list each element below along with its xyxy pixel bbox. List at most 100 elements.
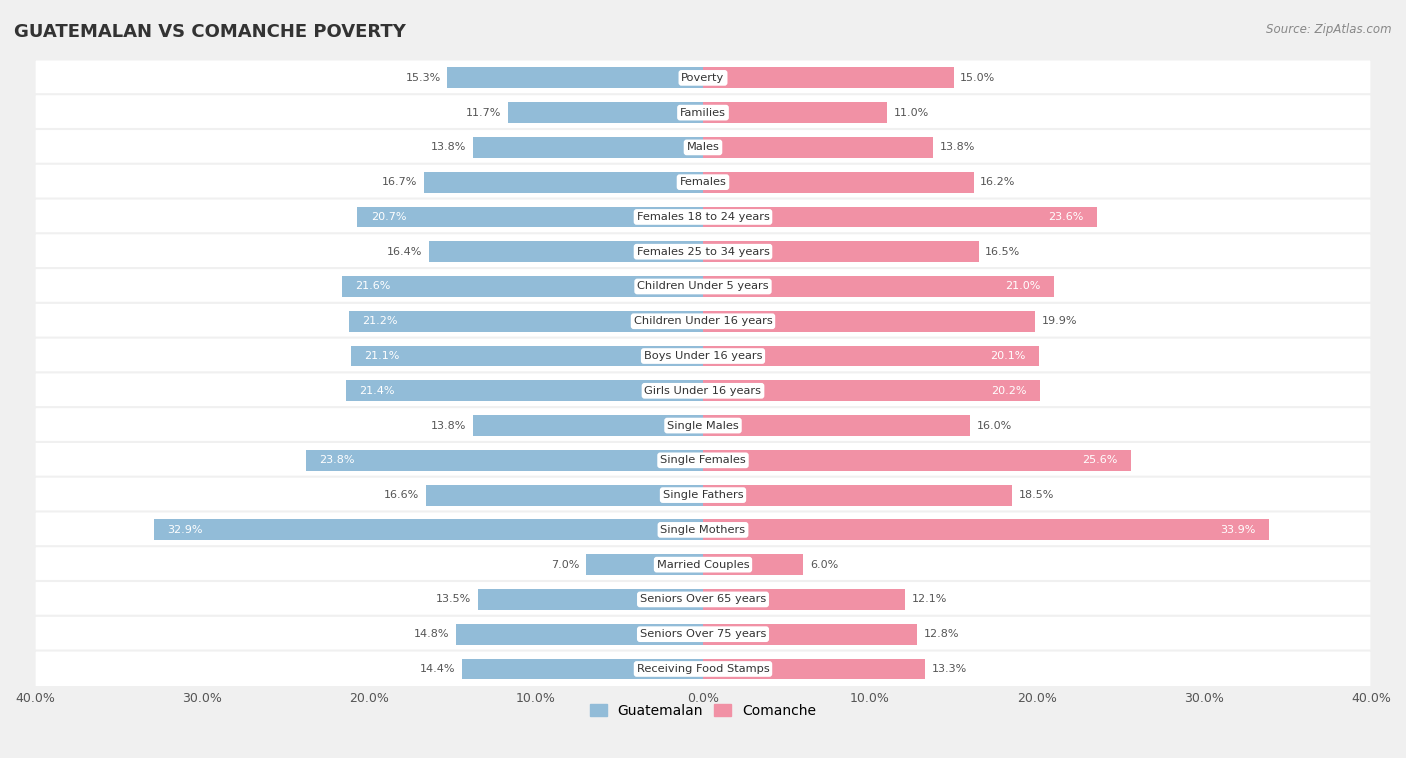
Bar (472, 137, 703, 158)
Bar (350, 346, 703, 366)
Text: 16.7%: 16.7% (382, 177, 418, 187)
Text: 16.5%: 16.5% (986, 246, 1021, 257)
Bar (703, 102, 887, 123)
Bar (463, 659, 703, 679)
Text: 20.2%: 20.2% (991, 386, 1026, 396)
Text: 13.8%: 13.8% (430, 421, 465, 431)
Text: 18.5%: 18.5% (1019, 490, 1054, 500)
Bar (703, 659, 925, 679)
FancyBboxPatch shape (35, 129, 1371, 166)
FancyBboxPatch shape (35, 372, 1371, 409)
Text: 25.6%: 25.6% (1081, 456, 1118, 465)
Bar (425, 172, 703, 193)
FancyBboxPatch shape (35, 199, 1371, 236)
Text: Females 25 to 34 years: Females 25 to 34 years (637, 246, 769, 257)
Text: 23.8%: 23.8% (319, 456, 354, 465)
Text: 23.6%: 23.6% (1049, 212, 1084, 222)
Text: 32.9%: 32.9% (167, 525, 202, 535)
Bar (447, 67, 703, 88)
Bar (703, 206, 1097, 227)
Bar (703, 276, 1053, 297)
Bar (153, 519, 703, 540)
Bar (429, 241, 703, 262)
Bar (703, 554, 803, 575)
Text: Receiving Food Stamps: Receiving Food Stamps (637, 664, 769, 674)
Bar (703, 519, 1270, 540)
Text: Boys Under 16 years: Boys Under 16 years (644, 351, 762, 361)
Text: 13.3%: 13.3% (932, 664, 967, 674)
Text: 6.0%: 6.0% (810, 559, 838, 570)
FancyBboxPatch shape (35, 94, 1371, 131)
FancyBboxPatch shape (35, 59, 1371, 96)
Text: Children Under 5 years: Children Under 5 years (637, 281, 769, 292)
Bar (703, 311, 1035, 332)
FancyBboxPatch shape (35, 477, 1371, 513)
Bar (508, 102, 703, 123)
Text: 16.4%: 16.4% (387, 246, 422, 257)
Bar (703, 346, 1039, 366)
FancyBboxPatch shape (35, 547, 1371, 583)
Text: Females: Females (679, 177, 727, 187)
FancyBboxPatch shape (35, 268, 1371, 305)
Legend: Guatemalan, Comanche: Guatemalan, Comanche (585, 698, 821, 723)
Bar (342, 276, 703, 297)
FancyBboxPatch shape (35, 407, 1371, 444)
Bar (472, 415, 703, 436)
Text: 14.4%: 14.4% (420, 664, 456, 674)
FancyBboxPatch shape (35, 303, 1371, 340)
FancyBboxPatch shape (35, 233, 1371, 270)
Text: Seniors Over 75 years: Seniors Over 75 years (640, 629, 766, 639)
Text: 21.2%: 21.2% (363, 316, 398, 326)
FancyBboxPatch shape (35, 164, 1371, 201)
Text: Females 18 to 24 years: Females 18 to 24 years (637, 212, 769, 222)
Text: 20.1%: 20.1% (990, 351, 1025, 361)
Text: 7.0%: 7.0% (551, 559, 579, 570)
Text: Seniors Over 65 years: Seniors Over 65 years (640, 594, 766, 604)
FancyBboxPatch shape (35, 442, 1371, 479)
Text: Single Mothers: Single Mothers (661, 525, 745, 535)
FancyBboxPatch shape (35, 512, 1371, 548)
Bar (305, 450, 703, 471)
Bar (456, 624, 703, 644)
Text: Males: Males (686, 143, 720, 152)
Text: 15.3%: 15.3% (405, 73, 441, 83)
Text: GUATEMALAN VS COMANCHE POVERTY: GUATEMALAN VS COMANCHE POVERTY (14, 23, 406, 41)
Text: 16.6%: 16.6% (384, 490, 419, 500)
Text: Children Under 16 years: Children Under 16 years (634, 316, 772, 326)
Bar (703, 67, 953, 88)
Text: 19.9%: 19.9% (1042, 316, 1077, 326)
Text: 21.4%: 21.4% (359, 386, 395, 396)
Bar (349, 311, 703, 332)
Text: Families: Families (681, 108, 725, 117)
Bar (703, 381, 1040, 401)
Text: 12.1%: 12.1% (911, 594, 948, 604)
Bar (478, 589, 703, 610)
Text: 14.8%: 14.8% (413, 629, 449, 639)
Text: 15.0%: 15.0% (960, 73, 995, 83)
Text: 21.0%: 21.0% (1005, 281, 1040, 292)
Text: 13.8%: 13.8% (941, 143, 976, 152)
Text: Single Females: Single Females (661, 456, 745, 465)
Text: 12.8%: 12.8% (924, 629, 959, 639)
Text: 33.9%: 33.9% (1220, 525, 1256, 535)
Bar (346, 381, 703, 401)
Text: Single Males: Single Males (666, 421, 740, 431)
FancyBboxPatch shape (35, 337, 1371, 374)
Text: 11.0%: 11.0% (893, 108, 928, 117)
Text: 21.6%: 21.6% (356, 281, 391, 292)
Text: Single Fathers: Single Fathers (662, 490, 744, 500)
Text: 13.5%: 13.5% (436, 594, 471, 604)
Bar (703, 589, 905, 610)
Text: 16.0%: 16.0% (977, 421, 1012, 431)
Text: 11.7%: 11.7% (465, 108, 501, 117)
FancyBboxPatch shape (35, 581, 1371, 618)
Text: Married Couples: Married Couples (657, 559, 749, 570)
Bar (703, 415, 970, 436)
Text: 21.1%: 21.1% (364, 351, 399, 361)
Bar (703, 624, 917, 644)
Bar (586, 554, 703, 575)
Bar (426, 484, 703, 506)
Text: Source: ZipAtlas.com: Source: ZipAtlas.com (1267, 23, 1392, 36)
Text: 16.2%: 16.2% (980, 177, 1015, 187)
FancyBboxPatch shape (35, 615, 1371, 653)
